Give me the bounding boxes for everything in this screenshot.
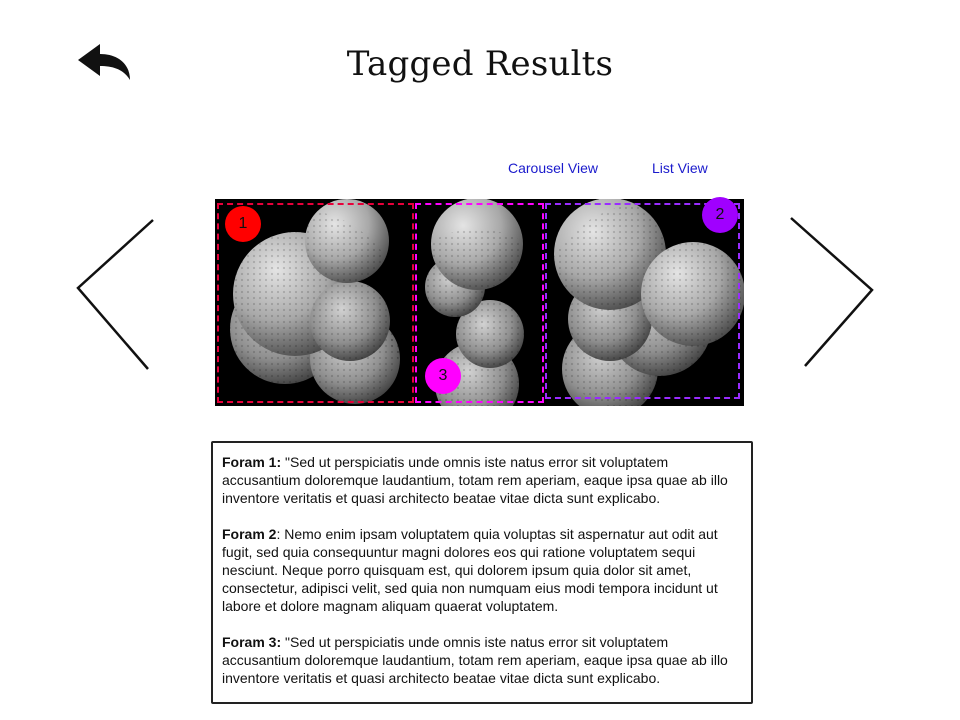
- foram-2-description: Foram 2: Nemo enim ipsam voluptatem quia…: [222, 526, 718, 614]
- foram-descriptions: Foram 1: "Sed ut perspiciatis unde omnis…: [211, 441, 753, 704]
- back-button[interactable]: [74, 42, 134, 84]
- carousel-prev-button[interactable]: [74, 216, 158, 372]
- carousel-next-button[interactable]: [788, 214, 878, 370]
- foram-1-description: Foram 1: "Sed ut perspiciatis unde omnis…: [222, 454, 728, 506]
- foram-3-description: Foram 3: "Sed ut perspiciatis unde omnis…: [222, 634, 728, 686]
- tag-marker-2[interactable]: 2: [702, 197, 738, 233]
- tag-marker-3[interactable]: 3: [425, 358, 461, 394]
- foram-2-image: [540, 199, 744, 406]
- tag-box-3[interactable]: [415, 203, 544, 403]
- list-view-link[interactable]: List View: [652, 160, 708, 176]
- tag-marker-1[interactable]: 1: [225, 206, 261, 242]
- chevron-left-icon: [76, 219, 154, 370]
- tag-box-1[interactable]: [217, 203, 414, 403]
- carousel-view-link[interactable]: Carousel View: [508, 160, 599, 176]
- page-title: Tagged Results: [346, 44, 614, 84]
- foram-3-image: [387, 199, 567, 406]
- foram-micrograph: [215, 199, 744, 406]
- foram-image-strip: [215, 199, 744, 406]
- chevron-right-icon: [790, 217, 874, 367]
- reply-arrow-icon: [78, 44, 130, 80]
- foram-1-image: [215, 199, 405, 406]
- tag-box-2[interactable]: [545, 203, 740, 399]
